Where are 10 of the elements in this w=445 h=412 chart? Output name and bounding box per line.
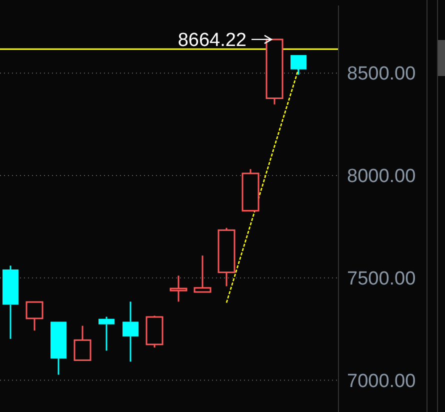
annotation: 8664.22 [178,30,246,52]
y-tick-label: 7500.00 [347,268,416,290]
candlestick [218,227,236,288]
candlestick [170,274,188,302]
candlestick [74,325,92,361]
candlestick [26,301,44,332]
y-tick-label: 8500.00 [347,64,416,85]
y-tick-label: 8000.00 [347,166,416,188]
y-tick-label: 7000.00 [347,370,416,392]
candlestick [194,254,212,293]
